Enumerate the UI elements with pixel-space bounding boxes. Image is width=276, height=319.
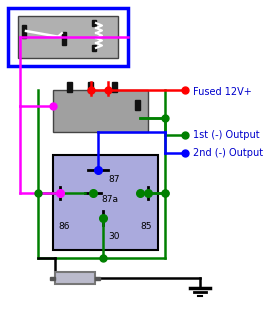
Bar xyxy=(18,16,118,58)
Bar xyxy=(88,82,93,92)
Bar xyxy=(67,82,72,92)
Bar xyxy=(8,8,128,66)
Bar xyxy=(95,277,100,280)
Text: 87: 87 xyxy=(108,175,120,184)
Bar xyxy=(53,90,148,132)
Bar xyxy=(50,277,55,280)
Text: Fused 12V+: Fused 12V+ xyxy=(193,87,252,97)
Bar xyxy=(92,20,96,26)
Bar xyxy=(53,155,158,250)
Bar xyxy=(55,272,95,284)
Text: 87a: 87a xyxy=(101,195,118,204)
Bar xyxy=(92,45,96,51)
Text: 2nd (-) Output: 2nd (-) Output xyxy=(193,148,263,158)
Text: 1st (-) Output: 1st (-) Output xyxy=(193,130,260,140)
Bar xyxy=(135,100,140,110)
Text: 85: 85 xyxy=(140,222,152,231)
Bar xyxy=(112,82,117,92)
Text: 86: 86 xyxy=(58,222,70,231)
Bar xyxy=(62,32,66,45)
Text: 30: 30 xyxy=(108,232,120,241)
Bar xyxy=(22,25,26,38)
